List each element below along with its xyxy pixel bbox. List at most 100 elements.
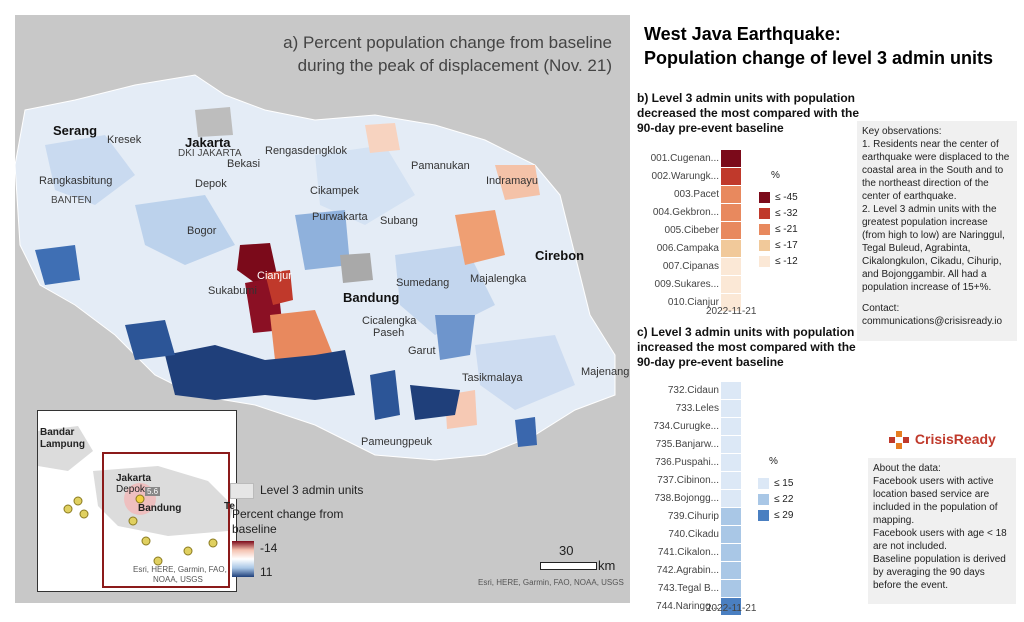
map-attribution: Esri, HERE, Garmin, FAO, NOAA, USGS (478, 578, 624, 587)
city-label: Sukabumi (208, 285, 257, 297)
unit-label: 734.Curugke... (653, 421, 719, 432)
value-cell (721, 508, 741, 526)
java-inset-landmass (93, 466, 233, 536)
table-row: 742.Agrabin... (647, 562, 741, 580)
unit-label: 744.Naringg... (656, 601, 719, 612)
value-cell (721, 186, 741, 204)
aftershock-dot (128, 516, 138, 526)
scale-unit: km (598, 558, 616, 573)
contact-label: Contact: (862, 303, 900, 314)
scale-bar (540, 562, 597, 570)
inset-attribution: Esri, HERE, Garmin, FAO, (133, 565, 227, 574)
table-row: 004.Gekbron... (647, 204, 741, 222)
city-label: Majalengka (470, 273, 527, 285)
city-label: Paseh (373, 327, 405, 339)
legend-label: ≤ -12 (775, 256, 798, 267)
inset-svg (38, 426, 233, 588)
legend-item: ≤ 29 (758, 508, 793, 524)
value-cell (721, 580, 741, 598)
legend-swatch (759, 191, 770, 203)
city-label: Rengasdengklok (265, 145, 347, 157)
scale-value: 30 (559, 543, 574, 558)
legend-color-ramp (232, 541, 254, 577)
choropleth-map[interactable] (15, 15, 630, 603)
unit-label: 005.Cibeber (664, 225, 719, 236)
value-cell (721, 276, 741, 294)
value-cell (721, 544, 741, 562)
city-label: Cianjur (257, 270, 292, 282)
table-row: 005.Cibeber (647, 222, 741, 240)
legend-item: ≤ -21 (759, 222, 798, 238)
legend-item: ≤ 22 (758, 492, 793, 508)
table-row: 737.Cibinon... (647, 472, 741, 490)
inset-label: Jakarta (116, 473, 152, 484)
about-point-3: Baseline population is derived by averag… (873, 554, 1006, 591)
unit-label: 004.Gekbron... (652, 207, 719, 218)
unit-label: 739.Cihurip (667, 511, 719, 522)
city-label: Majenang (581, 366, 630, 378)
legend-title: Percent change from baseline (232, 507, 344, 536)
about-heading: About the data: (873, 463, 941, 474)
key-point-2: 2. Level 3 admin units with the greatest… (862, 204, 1005, 293)
city-label: Bekasi (227, 158, 261, 170)
legend-label: ≤ 15 (774, 478, 794, 489)
inset-label: Bandar (40, 427, 75, 438)
value-cell (721, 258, 741, 276)
city-label: Tasikmalaya (462, 372, 523, 384)
decrease-table: 001.Cugenan... 002.Warungk... 003.Pacet 004… (647, 150, 741, 312)
decrease-date: 2022-11-21 (706, 306, 757, 317)
aftershock-dot (63, 504, 73, 514)
city-label: Garut (408, 345, 436, 357)
unit-label: 010.Cianjur (667, 297, 719, 308)
table-row: 739.Cihurip (647, 508, 741, 526)
legend-swatch (758, 509, 769, 521)
region-urban-grey (195, 107, 233, 137)
city-label: Bogor (187, 225, 217, 237)
unit-label: 742.Agrabin... (656, 565, 719, 576)
inset-map[interactable]: Bandar Lampung Jakarta Depok Bandung Te … (37, 410, 237, 592)
legend-swatch (758, 493, 769, 505)
city-label: Cirebon (535, 248, 585, 263)
city-label: Pameungpeuk (361, 436, 432, 448)
value-cell (721, 472, 741, 490)
legend-swatch (759, 207, 770, 219)
city-label: Purwakarta (312, 211, 368, 223)
unit-label: 737.Cibinon... (657, 475, 719, 486)
table-row: 002.Warungk... (647, 168, 741, 186)
increase-section-title: c) Level 3 admin units with population i… (637, 325, 856, 369)
contact-email[interactable]: communications@crisisready.io (862, 316, 1003, 327)
region-pink (365, 123, 400, 153)
aftershock-dot (208, 538, 218, 548)
increase-table: 732.Cidaun 733.Leles 734.Curugke... 735.Ban… (647, 382, 741, 616)
increase-legend: ≤ 15 ≤ 22 ≤ 29 (758, 476, 793, 524)
sumatra-landmass (38, 426, 93, 471)
region-light-blue (395, 245, 495, 335)
value-cell (721, 400, 741, 418)
map-title: a) Percent population change from baseli… (283, 33, 612, 75)
about-point-1: Facebook users with active location base… (873, 476, 998, 526)
region-mid-blue (295, 210, 350, 270)
crisisready-logo: CrisisReady (889, 431, 996, 450)
logo-icon (889, 431, 909, 450)
table-row: 009.Sukares... (647, 276, 741, 294)
city-label: Cicalengka (362, 315, 417, 327)
main-title: West Java Earthquake: Population change … (644, 24, 994, 68)
unit-label: 732.Cidaun (667, 385, 719, 396)
magnitude-badge: 5.6 (145, 487, 161, 496)
table-row: 735.Banjarw... (647, 436, 741, 454)
city-label: Bandung (343, 290, 400, 305)
unit-label: 006.Campaka (656, 243, 719, 254)
aftershock-dot (79, 509, 89, 519)
inset-label: Te (224, 501, 235, 512)
map-panel[interactable]: a) Percent population change from baseli… (15, 15, 630, 603)
unit-label: 743.Tegal B... (657, 583, 719, 594)
table-row: 001.Cugenan... (647, 150, 741, 168)
region-mid-blue (35, 245, 80, 285)
legend-min: -14 (260, 541, 278, 555)
city-label: DKI JAKARTA (178, 148, 242, 159)
aftershock-dot (141, 536, 151, 546)
value-cell (721, 240, 741, 258)
unit-label: 733.Leles (675, 403, 719, 414)
city-label: BANTEN (51, 195, 92, 206)
city-label: Subang (380, 215, 418, 227)
